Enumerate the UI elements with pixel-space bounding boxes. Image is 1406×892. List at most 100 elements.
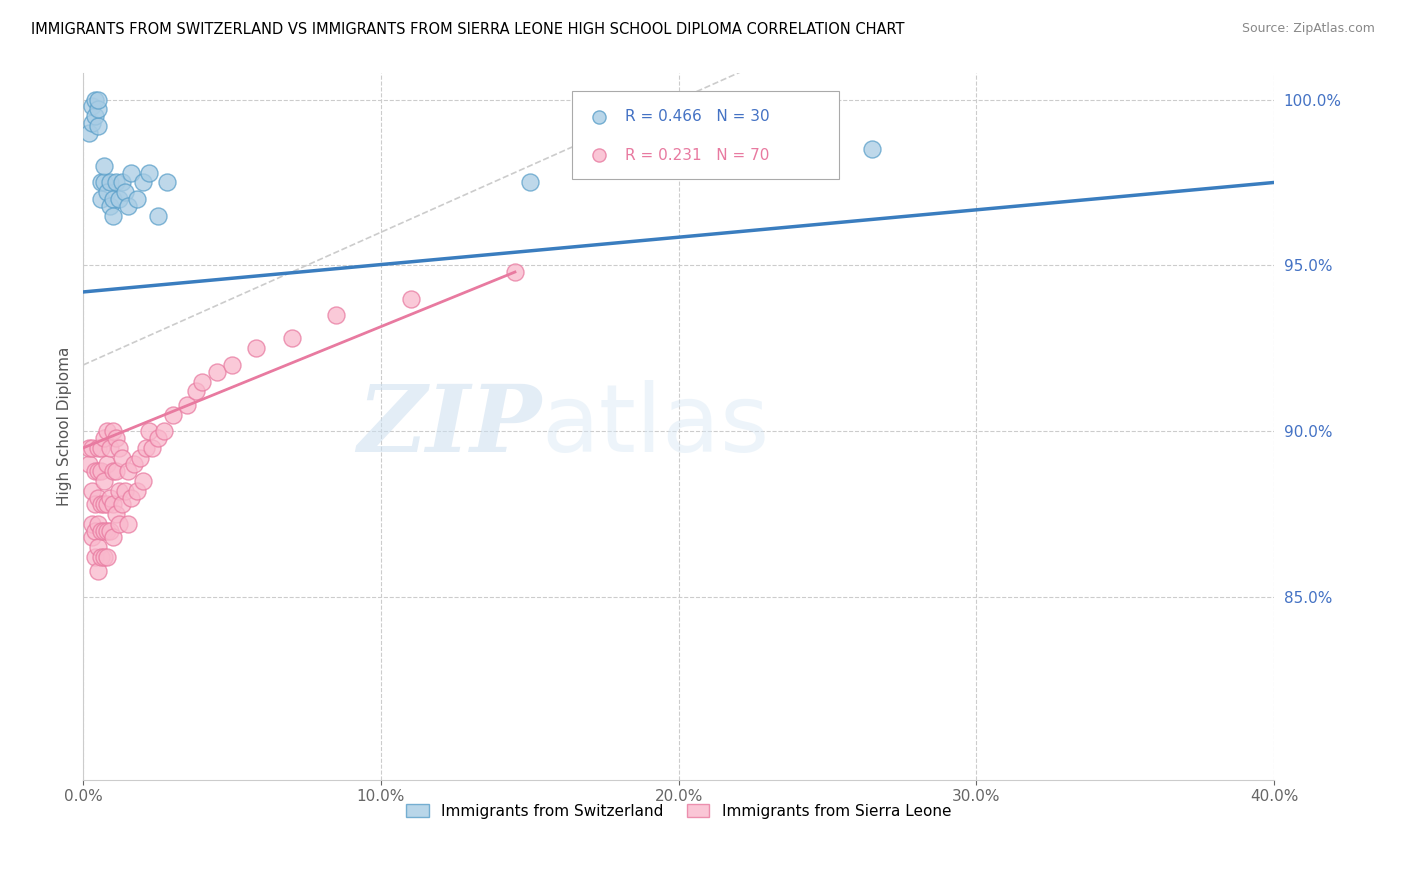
Point — [96, 550, 118, 565]
Point — [84, 464, 107, 478]
Point — [114, 186, 136, 200]
Point — [1361, 478, 1384, 492]
Point — [141, 441, 163, 455]
Point — [105, 507, 128, 521]
Y-axis label: High School Diploma: High School Diploma — [58, 347, 72, 506]
Text: Source: ZipAtlas.com: Source: ZipAtlas.com — [1241, 22, 1375, 36]
Point — [87, 491, 110, 505]
Point — [111, 176, 134, 190]
Point — [138, 424, 160, 438]
Point — [122, 458, 145, 472]
Point — [108, 192, 131, 206]
Point — [93, 159, 115, 173]
Point — [82, 530, 104, 544]
Point — [399, 292, 422, 306]
Point — [146, 209, 169, 223]
Point — [77, 126, 100, 140]
Point — [90, 176, 112, 190]
Point — [84, 109, 107, 123]
Point — [96, 524, 118, 538]
Point — [87, 564, 110, 578]
Text: R = 0.231   N = 70: R = 0.231 N = 70 — [626, 147, 769, 162]
Point — [90, 497, 112, 511]
Point — [162, 408, 184, 422]
Point — [96, 186, 118, 200]
Point — [111, 497, 134, 511]
Point — [325, 308, 347, 322]
Point — [87, 93, 110, 107]
Point — [98, 176, 121, 190]
Point — [120, 491, 142, 505]
Point — [108, 441, 131, 455]
Point — [87, 541, 110, 555]
Point — [125, 192, 148, 206]
Point — [207, 365, 229, 379]
Point — [93, 431, 115, 445]
Point — [117, 199, 139, 213]
Point — [128, 450, 150, 465]
Point — [138, 165, 160, 179]
Point — [108, 517, 131, 532]
Point — [108, 483, 131, 498]
Point — [93, 550, 115, 565]
Point — [98, 491, 121, 505]
Point — [191, 375, 214, 389]
Point — [98, 524, 121, 538]
Point — [114, 483, 136, 498]
Point — [96, 424, 118, 438]
Point — [82, 517, 104, 532]
FancyBboxPatch shape — [571, 91, 839, 179]
Point — [90, 550, 112, 565]
Legend: Immigrants from Switzerland, Immigrants from Sierra Leone: Immigrants from Switzerland, Immigrants … — [401, 797, 957, 825]
Point — [105, 176, 128, 190]
Point — [101, 424, 124, 438]
Point — [176, 398, 198, 412]
Point — [93, 524, 115, 538]
Point — [101, 497, 124, 511]
Text: atlas: atlas — [541, 380, 770, 472]
Point — [132, 176, 155, 190]
Point — [860, 142, 883, 156]
Point — [90, 464, 112, 478]
Text: IMMIGRANTS FROM SWITZERLAND VS IMMIGRANTS FROM SIERRA LEONE HIGH SCHOOL DIPLOMA : IMMIGRANTS FROM SWITZERLAND VS IMMIGRANT… — [31, 22, 904, 37]
Point — [96, 458, 118, 472]
Point — [82, 99, 104, 113]
Point — [93, 497, 115, 511]
Point — [82, 441, 104, 455]
Point — [87, 119, 110, 133]
Point — [93, 176, 115, 190]
Point — [96, 497, 118, 511]
Text: R = 0.466   N = 30: R = 0.466 N = 30 — [626, 110, 769, 124]
Point — [101, 209, 124, 223]
Point — [84, 524, 107, 538]
Point — [519, 176, 541, 190]
Point — [77, 458, 100, 472]
Point — [152, 424, 174, 438]
Point — [77, 441, 100, 455]
Point — [156, 176, 179, 190]
Point — [90, 524, 112, 538]
Point — [84, 93, 107, 107]
Point — [1361, 299, 1384, 313]
Point — [87, 464, 110, 478]
Point — [101, 192, 124, 206]
Point — [84, 550, 107, 565]
Point — [186, 384, 208, 399]
Point — [111, 450, 134, 465]
Point — [280, 331, 302, 345]
Point — [503, 265, 526, 279]
Point — [90, 441, 112, 455]
Point — [84, 497, 107, 511]
Point — [90, 192, 112, 206]
Point — [82, 116, 104, 130]
Point — [93, 474, 115, 488]
Point — [105, 431, 128, 445]
Point — [221, 358, 243, 372]
Point — [135, 441, 157, 455]
Point — [87, 517, 110, 532]
Point — [98, 199, 121, 213]
Point — [87, 441, 110, 455]
Point — [132, 474, 155, 488]
Point — [101, 464, 124, 478]
Point — [120, 165, 142, 179]
